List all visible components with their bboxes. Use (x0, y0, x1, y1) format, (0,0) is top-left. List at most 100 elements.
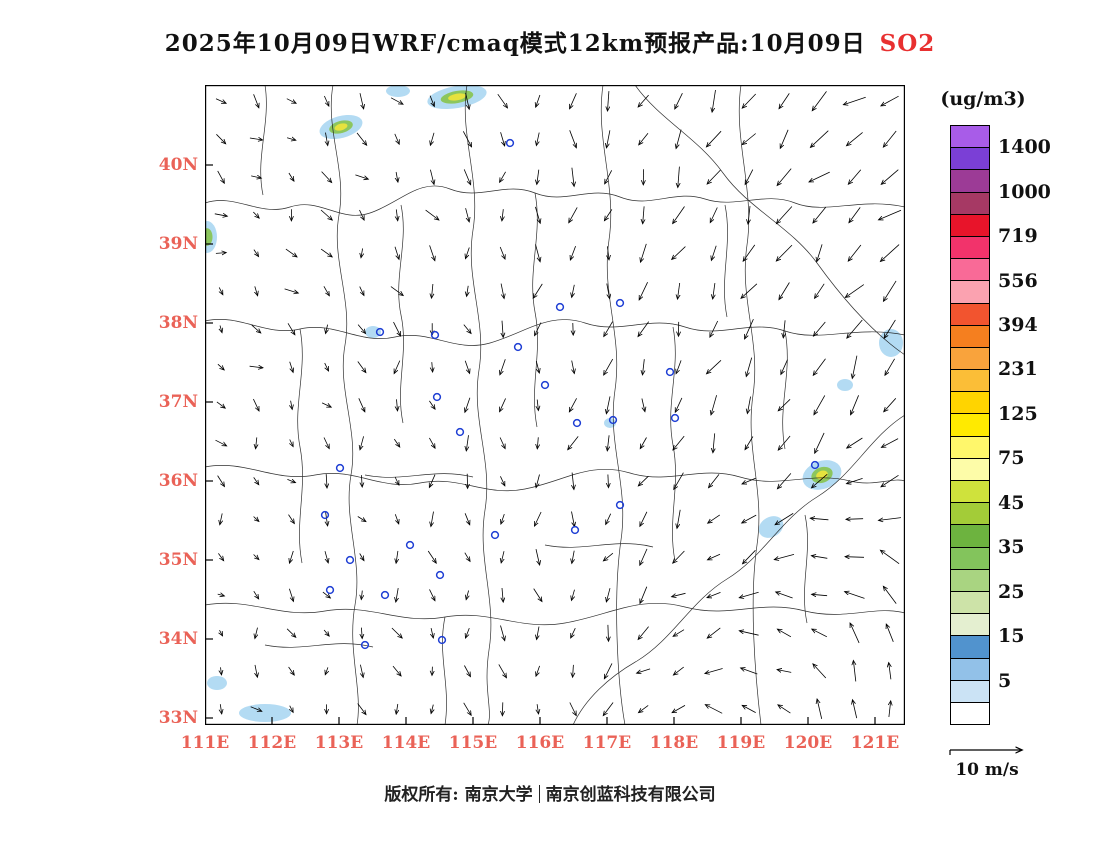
axis-tick-marks (205, 164, 876, 725)
colorbar-tick-719: 719 (998, 225, 1038, 248)
station-marker (430, 330, 440, 340)
colorbar-cell-25 (951, 680, 989, 703)
colorbar-tick-75: 75 (998, 447, 1025, 470)
station-marker (360, 640, 370, 650)
station-marker (555, 302, 565, 312)
colorbar-cell-21 (951, 591, 989, 615)
station-marker (572, 418, 582, 428)
colorbar-tick-15: 15 (998, 625, 1025, 648)
colorbar-tick-25: 25 (998, 580, 1025, 603)
copyright-right: 南京创蓝科技有限公司 (545, 785, 716, 805)
station-marker (810, 460, 820, 470)
lon-label-115E: 115E (448, 733, 498, 753)
wind-vector-field (214, 89, 902, 719)
station-marker (505, 138, 515, 148)
station-marker (432, 392, 442, 402)
colorbar-cell-15 (951, 458, 989, 481)
wind-legend-arrow-icon (949, 742, 1032, 755)
colorbar-cell-23 (951, 636, 989, 659)
colorbar-unit-label: (ug/m3) (940, 88, 1026, 110)
colorbar-cell-19 (951, 547, 989, 570)
station-marker (380, 590, 390, 600)
colorbar-cell-22 (951, 614, 989, 637)
station-marker (435, 570, 445, 580)
colorbar (950, 125, 990, 725)
colorbar-cell-0 (951, 126, 989, 149)
colorbar-cell-16 (951, 481, 989, 504)
colorbar-cell-17 (951, 503, 989, 526)
station-marker (615, 500, 625, 510)
colorbar-cell-8 (951, 303, 989, 326)
copyright-footer: 版权所有: 南京大学 南京创蓝科技有限公司 (0, 780, 1100, 805)
colorbar-cell-20 (951, 569, 989, 592)
colorbar-tick-1400: 1400 (998, 136, 1051, 159)
colorbar-tick-394: 394 (998, 314, 1038, 336)
colorbar-tick-1000: 1000 (998, 180, 1051, 203)
lon-label-112E: 112E (247, 733, 297, 753)
colorbar-cell-26 (951, 702, 989, 725)
station-marker (335, 463, 345, 473)
station-marker (320, 510, 330, 520)
colorbar-cell-10 (951, 347, 989, 371)
lon-label-118E: 118E (649, 733, 699, 753)
station-marker (513, 342, 523, 352)
administrative-boundaries (205, 85, 905, 725)
colorbar-tick-35: 35 (998, 536, 1025, 559)
station-marker (325, 585, 335, 595)
station-marker (670, 413, 680, 423)
map-frame (205, 85, 905, 725)
lat-label-35N: 35N (158, 550, 198, 570)
colorbar-cell-7 (951, 281, 989, 304)
city-station-markers (320, 138, 820, 650)
colorbar-tick-45: 45 (998, 491, 1025, 514)
station-marker (437, 635, 447, 645)
copyright-separator-icon (538, 785, 540, 803)
colorbar-cell-3 (951, 192, 989, 215)
lon-label-116E: 116E (515, 733, 565, 753)
colorbar-cell-2 (951, 170, 989, 193)
colorbar-cell-1 (951, 148, 989, 171)
lat-label-38N: 38N (158, 313, 198, 333)
lon-label-117E: 117E (582, 733, 632, 753)
copyright-left: 版权所有: 南京大学 (384, 785, 533, 805)
colorbar-cell-6 (951, 259, 989, 282)
lon-label-113E: 113E (314, 733, 364, 753)
map-border (205, 85, 905, 725)
lat-label-40N: 40N (158, 155, 198, 175)
wind-speed-legend: 10 m/s (942, 742, 1032, 780)
title-species: SO2 (879, 30, 936, 57)
colorbar-cell-13 (951, 414, 989, 437)
colorbar-cell-12 (951, 392, 989, 415)
lon-label-119E: 119E (716, 733, 766, 753)
station-marker (615, 298, 625, 308)
lat-label-37N: 37N (158, 392, 198, 412)
station-marker (405, 540, 415, 550)
colorbar-cell-24 (951, 658, 989, 681)
colorbar-cell-18 (951, 525, 989, 548)
colorbar-cell-14 (951, 436, 989, 459)
colorbar-cell-9 (951, 325, 989, 348)
lon-label-120E: 120E (783, 733, 833, 753)
lon-label-111E: 111E (180, 733, 230, 753)
title-main: 2025年10月09日WRF/cmaq模式12km预报产品:10月09日 (164, 30, 866, 57)
lat-label-34N: 34N (158, 629, 198, 649)
colorbar-cell-4 (951, 214, 989, 237)
colorbar-tick-5: 5 (998, 669, 1012, 692)
station-marker (345, 555, 355, 565)
station-marker (570, 525, 580, 535)
colorbar-tick-125: 125 (998, 402, 1038, 425)
station-marker (490, 530, 500, 540)
colorbar-cell-11 (951, 370, 989, 393)
station-marker (608, 415, 618, 425)
lat-label-36N: 36N (158, 471, 198, 491)
lat-label-33N: 33N (158, 708, 198, 728)
station-marker (665, 367, 675, 377)
station-marker (455, 427, 465, 437)
page-title: 2025年10月09日WRF/cmaq模式12km预报产品:10月09日 SO2 (0, 24, 1100, 58)
so2-concentration-patches (205, 85, 903, 722)
lon-label-114E: 114E (381, 733, 431, 753)
wind-legend-label: 10 m/s (955, 760, 1019, 780)
colorbar-tick-231: 231 (998, 358, 1038, 381)
colorbar-tick-labels: 1400 1000 719 556 394 231 125 75 45 35 25 15 5 (998, 125, 1078, 725)
